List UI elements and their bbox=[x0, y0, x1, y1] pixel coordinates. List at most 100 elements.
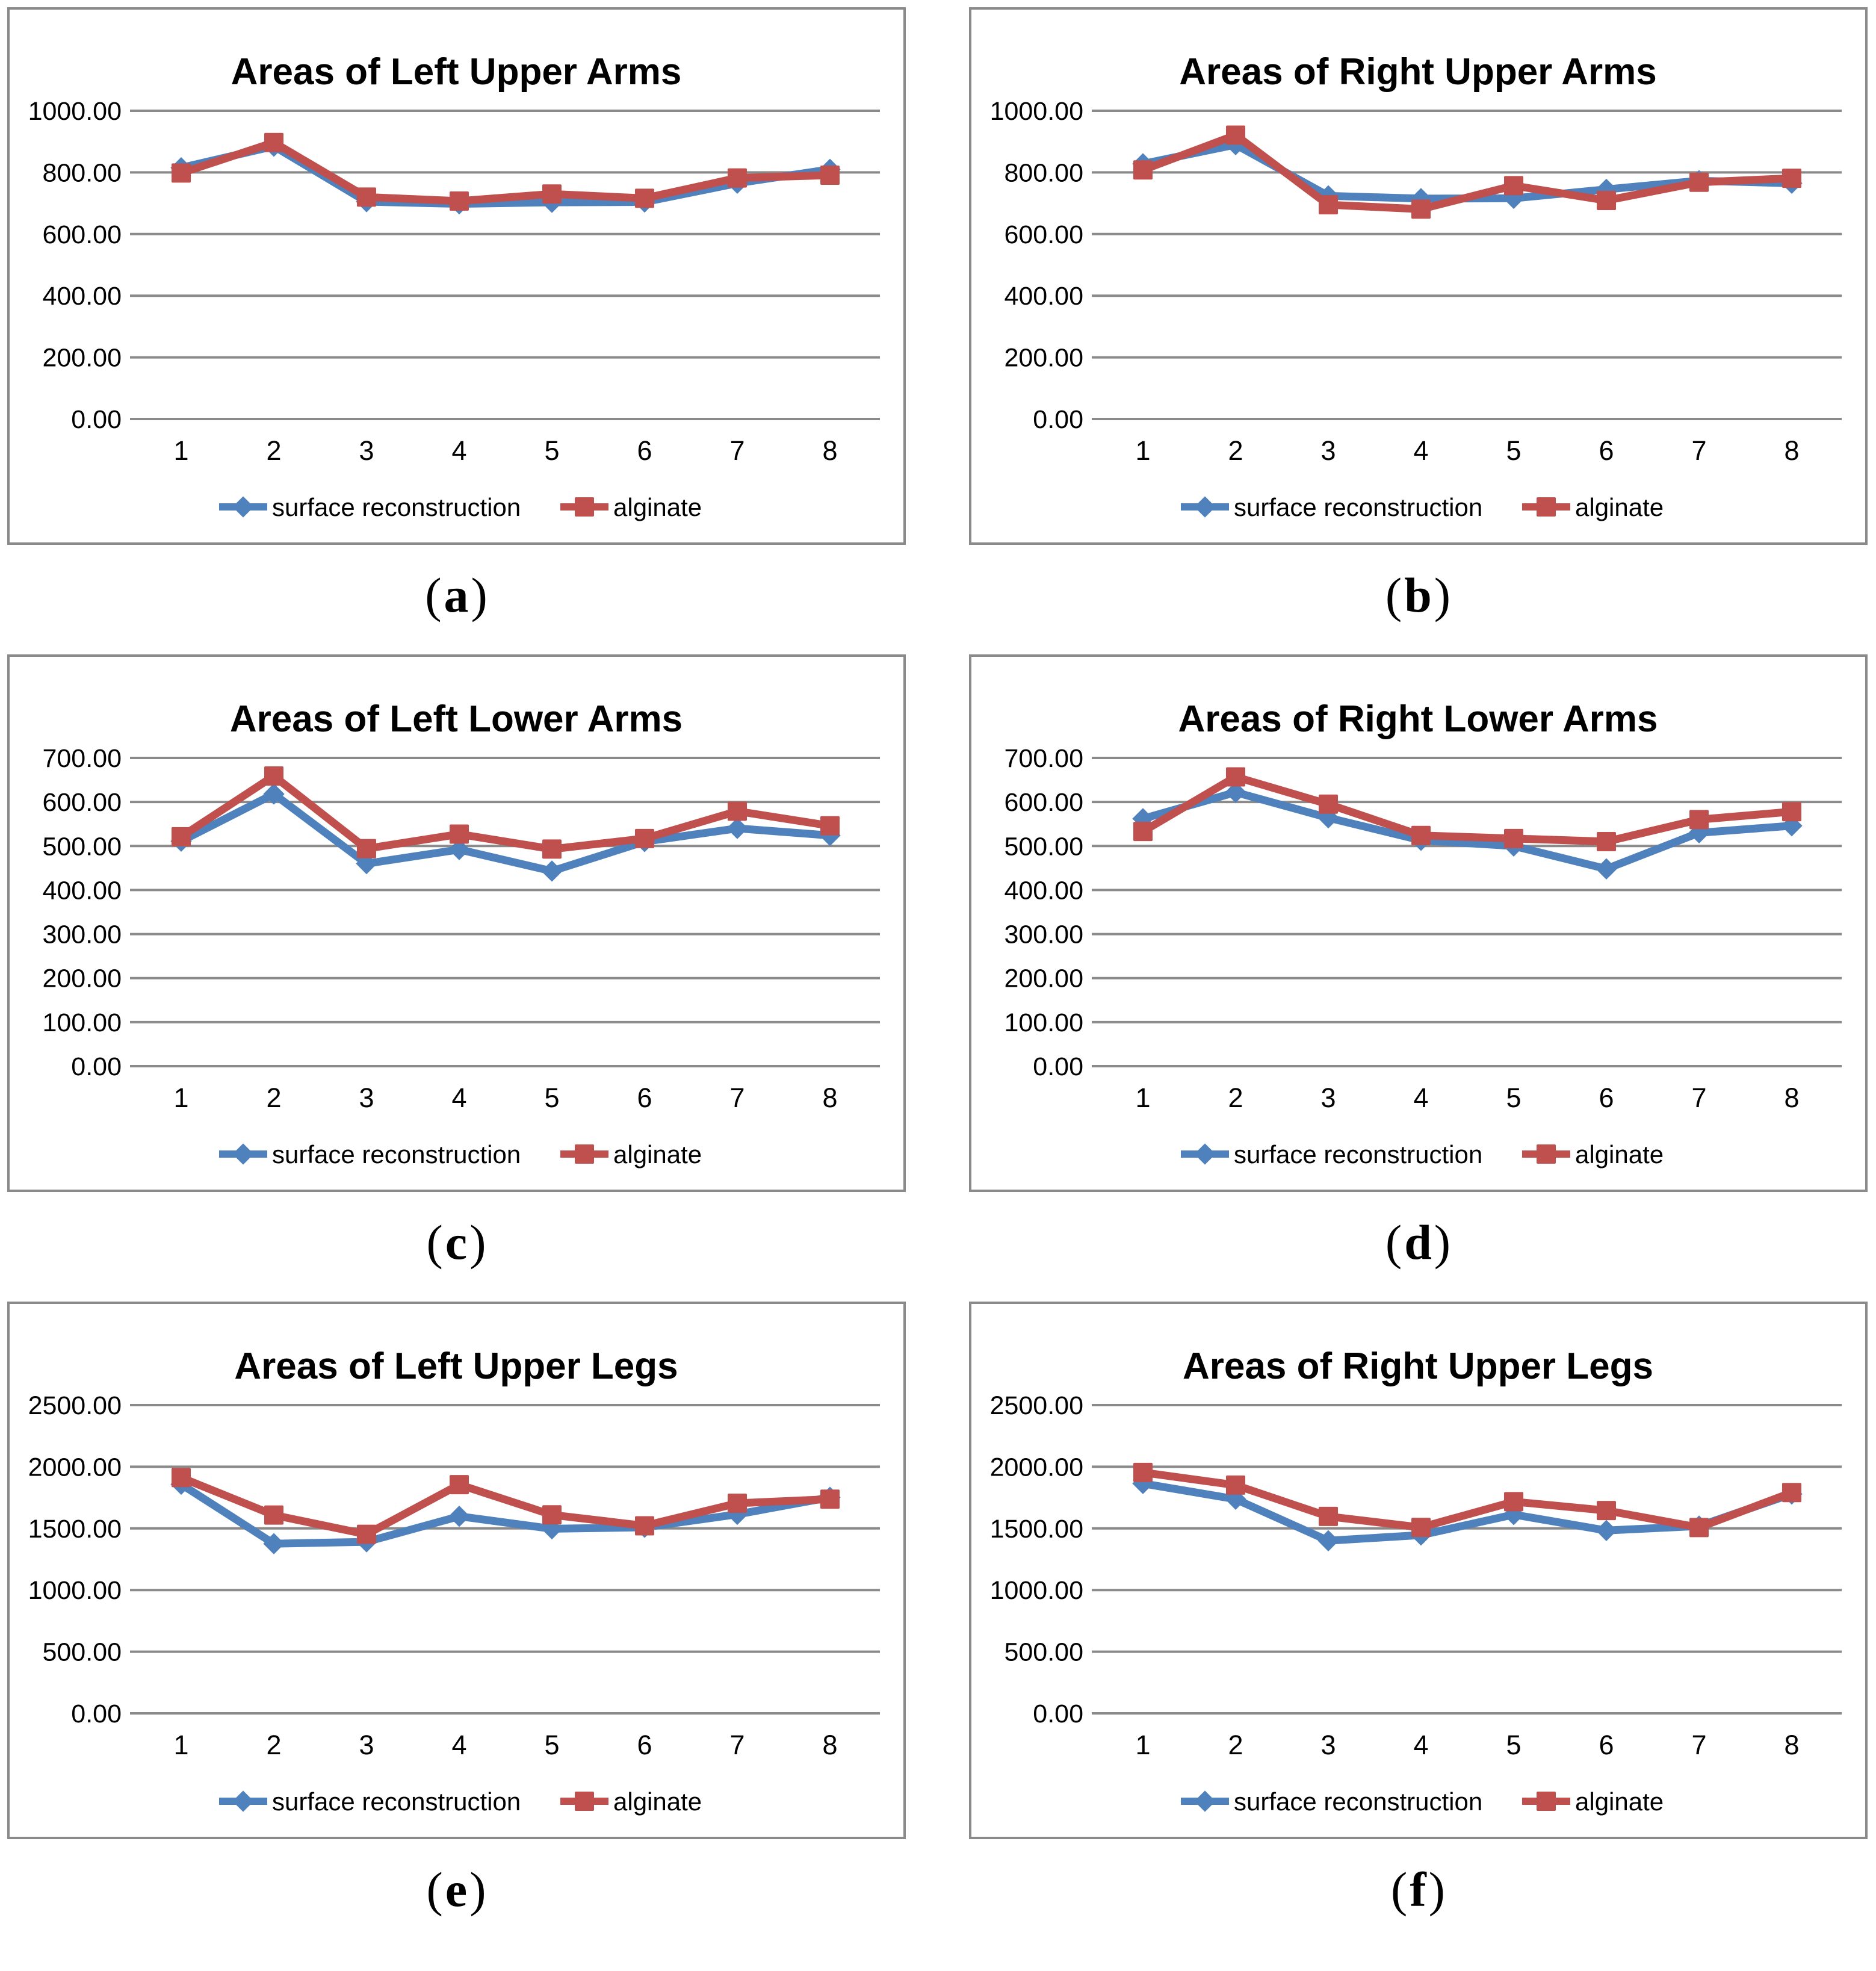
chart-caption: (d) bbox=[969, 1192, 1868, 1293]
caption-letter: a bbox=[444, 568, 469, 622]
data-point-marker bbox=[728, 801, 747, 821]
legend-diamond-icon bbox=[232, 1143, 254, 1165]
legend-label-series1: surface reconstruction bbox=[272, 1140, 521, 1169]
data-point-marker bbox=[542, 1505, 562, 1525]
legend-square-icon bbox=[1537, 1144, 1556, 1164]
x-tick-label: 1 bbox=[1135, 1730, 1150, 1760]
x-tick-label: 5 bbox=[1506, 1082, 1521, 1113]
x-tick-label: 4 bbox=[451, 1082, 466, 1113]
chart-title: Areas of Right Upper Arms bbox=[1179, 51, 1657, 93]
y-tick-label: 1500.00 bbox=[28, 1515, 122, 1544]
y-tick-label: 500.00 bbox=[1004, 832, 1083, 861]
y-tick-label: 400.00 bbox=[1004, 876, 1083, 905]
legend-label-series1: surface reconstruction bbox=[1234, 1787, 1482, 1816]
data-point-marker bbox=[635, 1516, 654, 1536]
y-tick-label: 0.00 bbox=[71, 1699, 122, 1728]
legend-square-icon bbox=[1537, 497, 1556, 517]
x-tick-label: 4 bbox=[1413, 1730, 1428, 1760]
x-tick-label: 4 bbox=[451, 435, 466, 466]
series-line-1 bbox=[1139, 788, 1796, 873]
x-tick-label: 5 bbox=[544, 1082, 559, 1113]
data-point-marker bbox=[1782, 169, 1801, 188]
series-line-2 bbox=[1139, 1468, 1796, 1532]
y-tick-label: 200.00 bbox=[42, 964, 122, 993]
legend-square-icon bbox=[575, 1792, 594, 1811]
y-tick-label: 1000.00 bbox=[990, 1576, 1083, 1605]
figure-block: Areas of Left Upper Legs 0.00 500.00 1000.0… bbox=[7, 1302, 906, 1940]
legend-square-icon bbox=[575, 1144, 594, 1164]
caption-letter: b bbox=[1404, 568, 1432, 622]
y-tick-label: 500.00 bbox=[1004, 1638, 1083, 1667]
data-point-marker bbox=[541, 860, 563, 882]
x-tick-label: 8 bbox=[822, 435, 837, 466]
x-tick-label: 3 bbox=[1320, 1730, 1336, 1760]
y-tick-label: 200.00 bbox=[42, 344, 122, 373]
data-point-marker bbox=[356, 852, 377, 875]
y-tick-label: 700.00 bbox=[42, 744, 122, 773]
data-point-marker bbox=[1689, 1518, 1709, 1538]
y-tick-label: 800.00 bbox=[1004, 158, 1083, 187]
data-point-marker bbox=[1504, 1492, 1523, 1512]
series-line-1 bbox=[177, 1480, 834, 1548]
legend-label-series2: alginate bbox=[613, 1140, 702, 1169]
y-tick-label: 0.00 bbox=[1033, 1699, 1083, 1728]
data-point-marker bbox=[448, 1506, 470, 1527]
figure-block: Areas of Right Upper Legs 0.00 500.00 1000.… bbox=[969, 1302, 1868, 1940]
data-point-marker bbox=[1504, 176, 1523, 196]
data-point-marker bbox=[1319, 1506, 1338, 1526]
y-tick-label: 2500.00 bbox=[990, 1391, 1083, 1420]
x-tick-label: 8 bbox=[1784, 1730, 1799, 1760]
caption-paren-open: ( bbox=[1385, 568, 1403, 622]
caption-paren-close: ) bbox=[1434, 568, 1452, 622]
caption-paren-open: ( bbox=[426, 1215, 444, 1270]
chart-caption: (b) bbox=[969, 545, 1868, 646]
chart-caption: (e) bbox=[7, 1839, 906, 1940]
x-tick-label: 2 bbox=[266, 435, 281, 466]
y-tick-label: 700.00 bbox=[1004, 744, 1083, 773]
data-point-marker bbox=[820, 1489, 840, 1509]
legend-square-icon bbox=[1537, 1792, 1556, 1811]
data-point-marker bbox=[1411, 1518, 1431, 1538]
data-point-marker bbox=[448, 839, 470, 860]
data-point-marker bbox=[264, 1505, 283, 1525]
y-tick-label: 100.00 bbox=[1004, 1008, 1083, 1037]
data-point-marker bbox=[1596, 858, 1617, 880]
x-tick-label: 6 bbox=[637, 435, 652, 466]
y-tick-label: 400.00 bbox=[42, 876, 122, 905]
data-point-marker bbox=[172, 163, 191, 183]
data-point-marker bbox=[542, 184, 562, 204]
data-point-marker bbox=[1782, 802, 1801, 822]
y-tick-label: 0.00 bbox=[71, 1052, 122, 1081]
data-point-marker bbox=[728, 168, 747, 188]
line-chart: Areas of Left Upper Arms 0.00 200.00 400.00… bbox=[28, 51, 880, 521]
x-tick-label: 1 bbox=[173, 435, 188, 466]
data-point-marker bbox=[1782, 1483, 1801, 1503]
figure-block: Areas of Left Upper Arms 0.00 200.00 400.00… bbox=[7, 7, 906, 646]
data-point-marker bbox=[263, 1533, 285, 1554]
x-tick-label: 8 bbox=[1784, 435, 1799, 466]
data-point-marker bbox=[1597, 190, 1616, 210]
line-chart: Areas of Left Lower Arms 0.00 100.00 200.00… bbox=[42, 698, 880, 1169]
caption-letter: f bbox=[1410, 1862, 1427, 1917]
data-point-marker bbox=[1596, 1519, 1617, 1541]
x-tick-label: 5 bbox=[1506, 435, 1521, 466]
y-tick-label: 1000.00 bbox=[28, 97, 122, 126]
series-line-2 bbox=[1139, 772, 1796, 846]
x-tick-label: 7 bbox=[729, 435, 745, 466]
x-tick-label: 5 bbox=[1506, 1730, 1521, 1760]
data-point-marker bbox=[1597, 831, 1616, 851]
x-tick-label: 3 bbox=[1320, 1082, 1336, 1113]
figure-block: Areas of Right Upper Arms 0.00 200.00 400.0… bbox=[969, 7, 1868, 646]
x-tick-label: 2 bbox=[266, 1082, 281, 1113]
data-point-marker bbox=[1133, 822, 1153, 842]
chart-title: Areas of Left Upper Legs bbox=[234, 1346, 678, 1387]
y-tick-label: 500.00 bbox=[42, 1638, 122, 1667]
y-tick-label: 100.00 bbox=[42, 1008, 122, 1037]
series-line-2 bbox=[177, 1473, 834, 1539]
x-tick-label: 4 bbox=[451, 1730, 466, 1760]
x-tick-label: 6 bbox=[1599, 1730, 1614, 1760]
caption-paren-close: ) bbox=[1428, 1862, 1446, 1917]
y-tick-label: 200.00 bbox=[1004, 964, 1083, 993]
x-tick-label: 7 bbox=[1691, 435, 1706, 466]
data-point-marker bbox=[264, 132, 283, 152]
